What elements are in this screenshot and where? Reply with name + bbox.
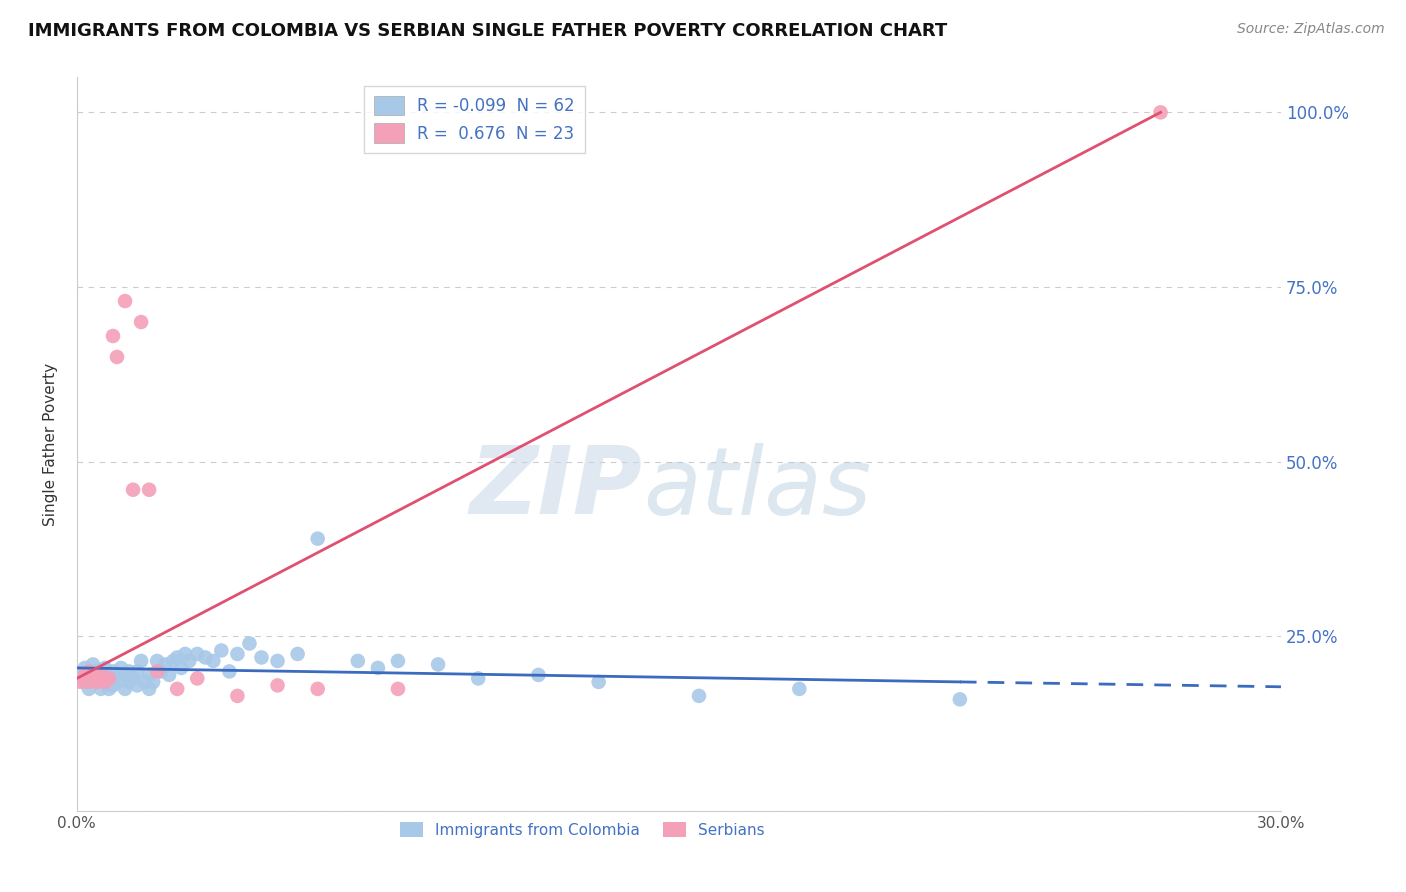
Point <box>186 647 208 661</box>
Point <box>86 665 108 679</box>
Point <box>101 665 124 679</box>
Point <box>114 668 136 682</box>
Point <box>250 650 273 665</box>
Legend: Immigrants from Colombia, Serbians: Immigrants from Colombia, Serbians <box>394 815 770 844</box>
Point <box>166 681 188 696</box>
Point <box>287 647 309 661</box>
Text: Source: ZipAtlas.com: Source: ZipAtlas.com <box>1237 22 1385 37</box>
Point <box>346 654 368 668</box>
Point <box>150 665 173 679</box>
Point <box>82 668 104 682</box>
Point <box>238 636 260 650</box>
Point <box>70 674 93 689</box>
Point <box>122 483 145 497</box>
Point <box>387 681 409 696</box>
Point <box>467 672 489 686</box>
Point <box>77 681 100 696</box>
Point <box>209 643 232 657</box>
Point <box>789 681 811 696</box>
Point <box>186 672 208 686</box>
Point <box>90 681 112 696</box>
Point <box>114 681 136 696</box>
Point <box>138 483 160 497</box>
Point <box>146 665 169 679</box>
Point <box>94 661 117 675</box>
Text: IMMIGRANTS FROM COLOMBIA VS SERBIAN SINGLE FATHER POVERTY CORRELATION CHART: IMMIGRANTS FROM COLOMBIA VS SERBIAN SING… <box>28 22 948 40</box>
Point <box>73 668 96 682</box>
Point <box>98 668 121 682</box>
Point <box>77 665 100 679</box>
Point <box>101 678 124 692</box>
Point <box>367 661 389 675</box>
Point <box>98 681 121 696</box>
Point <box>166 650 188 665</box>
Point <box>174 647 197 661</box>
Point <box>1149 105 1171 120</box>
Point <box>170 661 193 675</box>
Point <box>202 654 225 668</box>
Text: ZIP: ZIP <box>470 442 643 534</box>
Point <box>949 692 972 706</box>
Point <box>73 661 96 675</box>
Point <box>77 665 100 679</box>
Point <box>688 689 710 703</box>
Point <box>70 668 93 682</box>
Point <box>146 654 169 668</box>
Point <box>105 350 128 364</box>
Point <box>179 654 201 668</box>
Point <box>82 672 104 686</box>
Point <box>118 674 141 689</box>
Point <box>73 674 96 689</box>
Point <box>387 654 409 668</box>
Point <box>125 678 148 692</box>
Point <box>129 315 152 329</box>
Point <box>90 668 112 682</box>
Point <box>138 681 160 696</box>
Point <box>98 672 121 686</box>
Point <box>194 650 217 665</box>
Point <box>101 329 124 343</box>
Point <box>307 681 329 696</box>
Point <box>118 665 141 679</box>
Point <box>105 668 128 682</box>
Point <box>218 665 240 679</box>
Point <box>138 668 160 682</box>
Point <box>82 657 104 672</box>
Text: atlas: atlas <box>643 442 872 533</box>
Point <box>134 674 156 689</box>
Point <box>105 674 128 689</box>
Point <box>110 661 132 675</box>
Point <box>153 657 176 672</box>
Point <box>129 654 152 668</box>
Point <box>266 678 288 692</box>
Point <box>307 532 329 546</box>
Point <box>226 689 249 703</box>
Point <box>86 674 108 689</box>
Point <box>427 657 450 672</box>
Point <box>94 674 117 689</box>
Point <box>142 674 165 689</box>
Point <box>77 674 100 689</box>
Point <box>157 668 180 682</box>
Point <box>90 668 112 682</box>
Point <box>162 654 184 668</box>
Point <box>125 665 148 679</box>
Point <box>86 674 108 689</box>
Point <box>266 654 288 668</box>
Y-axis label: Single Father Poverty: Single Father Poverty <box>44 363 58 526</box>
Point <box>114 294 136 309</box>
Point <box>94 674 117 689</box>
Point <box>226 647 249 661</box>
Point <box>588 674 610 689</box>
Point <box>527 668 550 682</box>
Point <box>122 672 145 686</box>
